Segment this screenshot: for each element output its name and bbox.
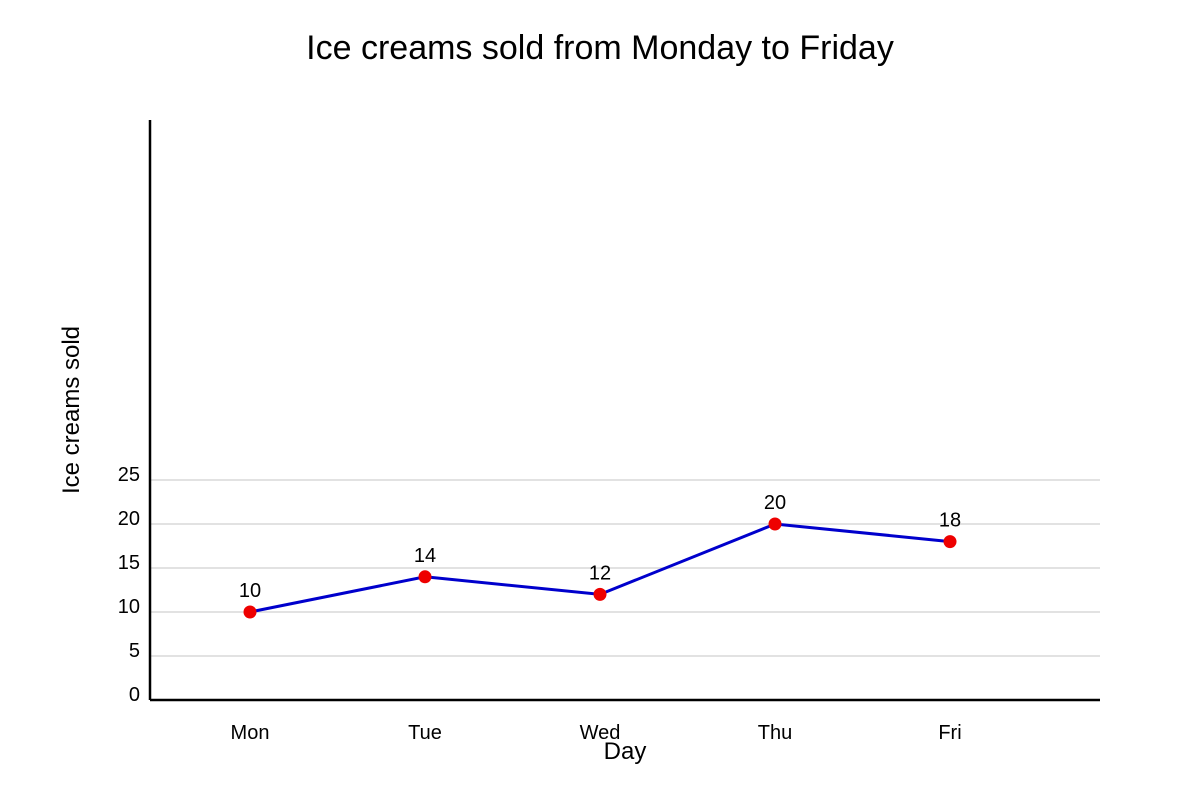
x-tick-labels: Mon Tue Wed Thu Fri xyxy=(231,722,962,744)
y-tick-label: 15 xyxy=(118,552,140,574)
x-tick-label: Wed xyxy=(580,722,621,744)
y-tick-labels: 0 5 10 15 20 25 xyxy=(118,464,140,706)
data-labels: 10 14 12 20 18 xyxy=(239,492,961,602)
grid-lines xyxy=(150,479,1100,657)
data-points xyxy=(243,517,957,619)
x-tick-label: Fri xyxy=(938,722,961,744)
data-label: 12 xyxy=(589,562,611,584)
data-point xyxy=(593,587,607,601)
data-label: 10 xyxy=(239,580,261,602)
y-axis-label: Ice creams sold xyxy=(58,326,85,494)
data-point xyxy=(243,605,257,619)
data-label: 14 xyxy=(414,545,436,567)
x-tick-label: Thu xyxy=(758,722,792,744)
x-tick-label: Mon xyxy=(231,722,270,744)
data-point xyxy=(943,535,957,549)
y-tick-label: 20 xyxy=(118,508,140,530)
data-label: 20 xyxy=(764,492,786,514)
x-axis-label: Day xyxy=(604,738,647,765)
data-point xyxy=(768,517,782,531)
chart-title: Ice creams sold from Monday to Friday xyxy=(306,29,894,67)
data-point xyxy=(418,570,432,584)
data-label: 18 xyxy=(939,510,961,532)
y-tick-label: 25 xyxy=(118,464,140,486)
y-tick-label: 10 xyxy=(118,596,140,618)
y-tick-label: 0 xyxy=(129,684,140,706)
y-tick-label: 5 xyxy=(129,640,140,662)
x-tick-label: Tue xyxy=(408,722,442,744)
